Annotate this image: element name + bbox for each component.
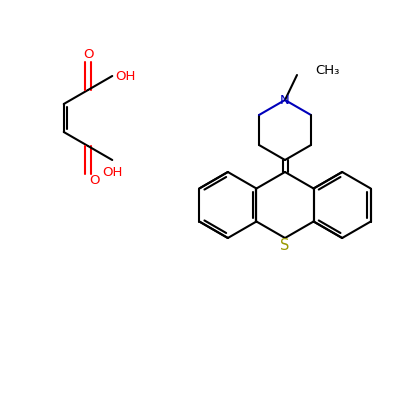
Text: OH: OH [115,70,136,82]
Text: S: S [280,238,290,254]
Text: O: O [83,48,93,62]
Text: N: N [280,94,290,106]
Text: O: O [90,174,100,188]
Text: OH: OH [102,166,122,178]
Text: CH₃: CH₃ [315,64,339,76]
